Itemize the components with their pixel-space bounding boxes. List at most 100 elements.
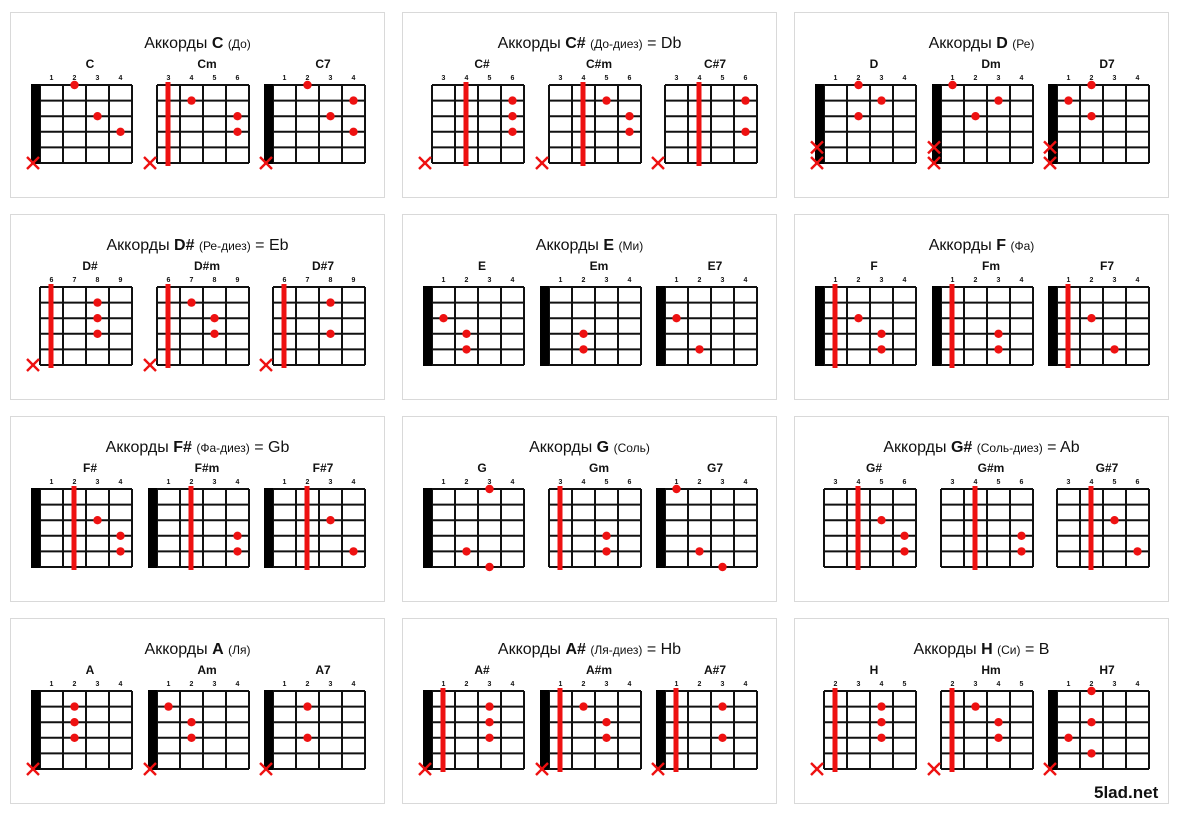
fret-number: 2 <box>951 681 955 688</box>
muted-string-cross <box>26 358 40 372</box>
finger-dot <box>349 127 358 136</box>
fret-number: 3 <box>675 75 679 82</box>
title-prefix: Аккорды <box>144 35 208 52</box>
finger-dot <box>1110 345 1119 354</box>
fret-number: 4 <box>352 75 356 82</box>
fret-number: 4 <box>744 479 748 486</box>
chord-card-a-sharp: Аккорды A# (Ля-диез) = Hb A# 1 2 3 4 A#m 1 2 3 4 A#… <box>402 618 777 804</box>
muted-string-cross <box>810 140 824 155</box>
title-prefix: Аккорды <box>928 237 992 254</box>
title-note: (Ля) <box>228 643 251 657</box>
muted-string-cross <box>651 762 665 776</box>
card-title: Аккорды D# (Ре-диез) = Eb <box>11 237 384 255</box>
barre-bar <box>304 486 310 570</box>
fret-number: 2 <box>465 681 469 688</box>
chord-name: C <box>86 57 95 71</box>
fret-number: 7 <box>190 277 194 284</box>
fret-number: 2 <box>306 681 310 688</box>
title-prefix: Аккорды <box>497 35 561 52</box>
fret-number: 3 <box>488 479 492 486</box>
fret-number: 4 <box>190 75 194 82</box>
fret-number: 1 <box>167 681 171 688</box>
nut-bar <box>423 690 432 770</box>
chord-diagram: D 1 2 3 4 <box>810 57 917 170</box>
chord-name: Cm <box>197 57 216 71</box>
chord-diagram: A# 1 2 3 4 <box>418 663 525 776</box>
card-title: Аккорды E (Ми) <box>403 237 776 255</box>
fret-number: 3 <box>329 681 333 688</box>
fret-number: 6 <box>1136 479 1140 486</box>
fret-number: 5 <box>997 479 1001 486</box>
finger-dot <box>948 80 957 90</box>
fret-number: 1 <box>283 75 287 82</box>
chord-card-f: Аккорды F (Фа) F 1 2 3 4 Fm 1 2 3 4 F7 1 2 3 4 <box>794 214 1169 400</box>
title-prefix: Аккорды <box>105 439 169 456</box>
fret-number: 2 <box>190 479 194 486</box>
fret-number: 4 <box>511 277 515 284</box>
fret-number: 6 <box>236 75 240 82</box>
title-root: G <box>596 439 610 456</box>
chord-diagram: F#7 1 2 3 4 <box>264 461 366 570</box>
fret-number: 4 <box>857 479 861 486</box>
finger-dot <box>187 733 196 742</box>
finger-dot <box>602 733 611 742</box>
card-title: Аккорды G# (Соль-диез) = Ab <box>795 439 1168 457</box>
nut-bar <box>656 690 665 770</box>
nut-bar <box>815 84 824 164</box>
title-root: F# <box>173 439 192 456</box>
title-alias: = B <box>1024 641 1050 658</box>
fret-number: 2 <box>974 277 978 284</box>
fret-number: 4 <box>628 277 632 284</box>
fret-number: 4 <box>903 277 907 284</box>
finger-dot <box>877 329 886 338</box>
fret-number: 1 <box>834 277 838 284</box>
chord-diagram: Hm 2 3 4 5 <box>927 663 1034 776</box>
card-title: Аккорды H (Си) = B <box>795 641 1168 659</box>
fret-number: 2 <box>974 75 978 82</box>
fret-number: 4 <box>744 277 748 284</box>
title-note: (Фа) <box>1010 239 1035 253</box>
chord-name: D <box>870 57 879 71</box>
fret-number: 4 <box>1136 75 1140 82</box>
barre-bar <box>832 284 838 368</box>
fret-number: 6 <box>167 277 171 284</box>
chord-diagram: G#7 3 4 5 6 <box>1056 461 1150 570</box>
title-note: (Фа-диез) <box>196 441 250 455</box>
finger-dot <box>485 484 494 494</box>
title-prefix: Аккорды <box>497 641 562 658</box>
finger-dot <box>187 298 196 307</box>
fret-number: 5 <box>903 681 907 688</box>
chord-diagram: F#m 1 2 3 4 <box>148 461 250 570</box>
chord-card-g-sharp: Аккорды G# (Соль-диез) = Ab G# 3 4 5 6 G#m 3 4 5 6… <box>794 416 1169 602</box>
fret-number: 2 <box>582 277 586 284</box>
fret-number: 3 <box>997 75 1001 82</box>
fret-number: 3 <box>974 681 978 688</box>
fret-number: 4 <box>1136 277 1140 284</box>
chord-name: G# <box>866 461 882 475</box>
fret-number: 3 <box>721 681 725 688</box>
fret-number: 6 <box>511 75 515 82</box>
finger-dot <box>210 329 219 338</box>
barre-bar <box>463 82 469 166</box>
fret-number: 5 <box>605 75 609 82</box>
fret-number: 3 <box>605 681 609 688</box>
chord-diagrams: F# 1 2 3 4 F#m 1 2 3 4 F#7 1 2 3 4 <box>31 461 366 570</box>
card-title: Аккорды F (Фа) <box>795 237 1168 255</box>
title-note: (Ля-диез) <box>590 643 643 657</box>
barre-bar <box>165 82 171 166</box>
barre-bar <box>1065 284 1071 368</box>
chord-name: Gm <box>589 461 609 475</box>
muted-string-cross <box>927 140 941 155</box>
chord-diagrams: F 1 2 3 4 Fm 1 2 3 4 F7 1 2 3 4 <box>815 259 1150 368</box>
fret-number: 3 <box>442 75 446 82</box>
chord-name: F# <box>83 461 97 475</box>
finger-dot <box>70 80 79 90</box>
title-note: (Ре-диез) <box>198 239 251 253</box>
nut-bar <box>264 488 273 568</box>
chord-diagram: A 1 2 3 4 <box>26 663 133 776</box>
fret-number: 2 <box>582 681 586 688</box>
chord-diagram: G 1 2 3 4 <box>423 461 525 572</box>
fret-number: 7 <box>73 277 77 284</box>
fret-number: 5 <box>880 479 884 486</box>
